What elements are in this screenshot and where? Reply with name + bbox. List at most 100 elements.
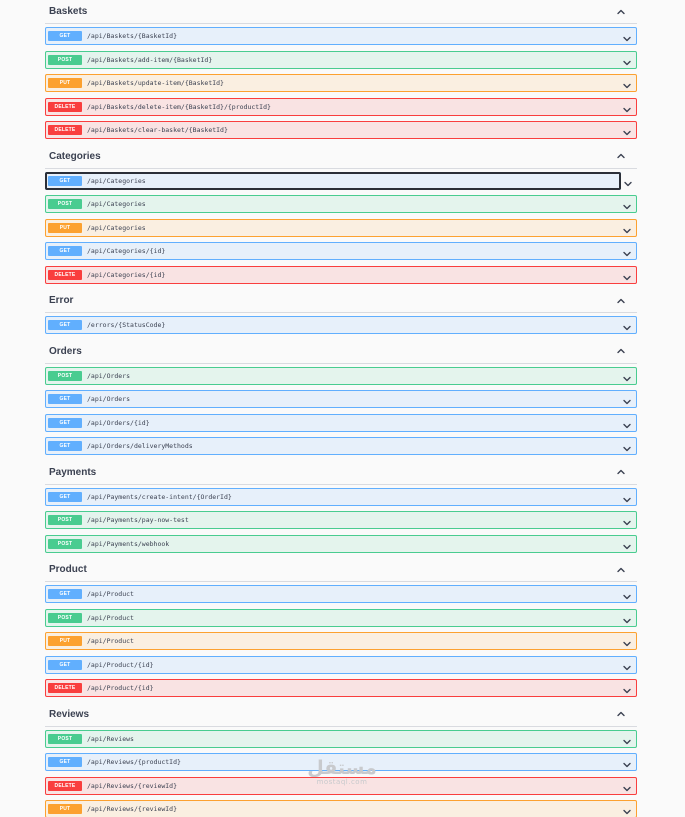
chevron-up-icon[interactable] bbox=[614, 707, 628, 721]
method-badge: DELETE bbox=[48, 269, 82, 280]
operation-row[interactable]: POST/api/Reviews bbox=[45, 729, 637, 748]
section-title: Error bbox=[49, 295, 74, 306]
method-badge: DELETE bbox=[48, 101, 82, 112]
section-product: Product GET/api/Product POST/api/Product PU… bbox=[45, 558, 637, 697]
chevron-down-icon[interactable] bbox=[622, 613, 632, 623]
operation-row[interactable]: GET/api/Baskets/{BasketId} bbox=[45, 27, 637, 45]
chevron-down-icon[interactable] bbox=[622, 199, 632, 210]
operation-path: /api/Product bbox=[87, 637, 134, 645]
method-badge: DELETE bbox=[48, 780, 82, 791]
operation-path: /api/Reviews bbox=[87, 734, 134, 743]
operation-row[interactable]: DELETE/api/Baskets/delete-item/{BasketId… bbox=[45, 97, 637, 116]
method-badge: PUT bbox=[48, 222, 82, 233]
chevron-down-icon[interactable] bbox=[622, 320, 632, 331]
chevron-down-icon[interactable] bbox=[622, 636, 632, 647]
operation-path: /api/Product/{id} bbox=[87, 660, 154, 669]
operation-path: /api/Payments/create-intent/{OrderId} bbox=[87, 492, 232, 501]
chevron-down-icon[interactable] bbox=[622, 55, 632, 65]
operation-row[interactable]: PUT/api/Reviews/{reviewId} bbox=[45, 800, 637, 817]
chevron-down-icon[interactable] bbox=[622, 734, 632, 744]
operation-path: /api/Reviews/{reviewId} bbox=[87, 781, 178, 790]
operation-row[interactable]: POST/api/Baskets/add-item/{BasketId} bbox=[45, 50, 637, 69]
operation-row[interactable]: PUT/api/Baskets/update-item/{BasketId} bbox=[45, 74, 637, 92]
operation-path: /api/Product/{id} bbox=[87, 684, 154, 692]
chevron-down-icon[interactable] bbox=[622, 804, 632, 815]
operation-row[interactable]: POST/api/Payments/webhook bbox=[45, 534, 637, 553]
method-badge: PUT bbox=[48, 804, 82, 814]
chevron-up-icon[interactable] bbox=[614, 465, 628, 479]
operation-row[interactable]: GET/api/Categories bbox=[45, 171, 632, 190]
section-baskets: Baskets GET/api/Baskets/{BasketId} POST/ap… bbox=[45, 0, 637, 139]
chevron-down-icon[interactable] bbox=[622, 125, 632, 136]
chevron-down-icon[interactable] bbox=[622, 589, 632, 600]
section-title: Product bbox=[49, 564, 87, 575]
chevron-up-icon[interactable] bbox=[614, 5, 628, 19]
operation-path: /api/Baskets/add-item/{BasketId} bbox=[87, 55, 213, 64]
operation-row[interactable]: POST/api/Payments/pay-now-test bbox=[45, 511, 637, 529]
chevron-down-icon[interactable] bbox=[622, 270, 632, 280]
operation-row[interactable]: DELETE/api/Reviews/{reviewId} bbox=[45, 776, 637, 795]
operation-row[interactable]: GET/api/Product bbox=[45, 585, 637, 603]
section-header[interactable]: Reviews bbox=[45, 703, 637, 727]
section-title: Payments bbox=[49, 466, 97, 478]
operation-row[interactable]: POST/api/Categories bbox=[45, 195, 637, 213]
method-badge: POST bbox=[48, 733, 82, 744]
operation-row[interactable]: GET/api/Product/{id} bbox=[45, 655, 637, 674]
chevron-down-icon[interactable] bbox=[622, 683, 632, 694]
section-title: Baskets bbox=[49, 6, 88, 17]
chevron-down-icon[interactable] bbox=[622, 223, 632, 233]
chevron-down-icon[interactable] bbox=[622, 102, 632, 112]
chevron-down-icon[interactable] bbox=[622, 660, 632, 670]
chevron-up-icon[interactable] bbox=[614, 149, 628, 163]
section-header[interactable]: Orders bbox=[45, 340, 637, 364]
chevron-up-icon[interactable] bbox=[614, 294, 628, 308]
section-orders: Orders POST/api/Orders GET/api/Orders GET/a… bbox=[45, 340, 637, 455]
operation-row[interactable]: GET/api/Orders/{id} bbox=[45, 413, 637, 432]
operation-row[interactable]: DELETE/api/Product/{id} bbox=[45, 679, 637, 697]
chevron-down-icon[interactable] bbox=[622, 441, 632, 452]
chevron-down-icon[interactable] bbox=[623, 176, 633, 186]
chevron-down-icon[interactable] bbox=[622, 78, 632, 89]
operation-row[interactable]: GET/api/Reviews/{productId} bbox=[45, 753, 637, 771]
method-badge: GET bbox=[48, 589, 82, 599]
operation-row[interactable]: PUT/api/Product bbox=[45, 632, 637, 650]
section-header[interactable]: Categories bbox=[45, 145, 637, 169]
method-badge: POST bbox=[48, 54, 82, 65]
operation-row[interactable]: PUT/api/Categories bbox=[45, 218, 637, 237]
chevron-down-icon[interactable] bbox=[622, 394, 632, 405]
operation-row[interactable]: GET/api/Orders bbox=[45, 390, 637, 408]
section-header[interactable]: Baskets bbox=[45, 0, 637, 24]
method-badge: POST bbox=[48, 199, 82, 209]
operation-row[interactable]: DELETE/api/Categories/{id} bbox=[45, 265, 637, 284]
chevron-down-icon[interactable] bbox=[622, 418, 632, 428]
chevron-up-icon[interactable] bbox=[614, 563, 628, 577]
operation-row[interactable]: POST/api/Product bbox=[45, 608, 637, 627]
operation-path: /api/Baskets/delete-item/{BasketId}/{pro… bbox=[87, 102, 271, 111]
section-title: Reviews bbox=[49, 708, 90, 720]
operation-row[interactable]: GET/errors/{StatusCode} bbox=[45, 316, 637, 334]
operation-row[interactable]: GET/api/Orders/deliveryMethods bbox=[45, 437, 637, 455]
section-header[interactable]: Error bbox=[45, 289, 637, 313]
chevron-down-icon[interactable] bbox=[622, 31, 632, 42]
operation-path: /api/Orders bbox=[87, 371, 131, 380]
method-badge: GET bbox=[48, 394, 82, 404]
method-badge: GET bbox=[48, 417, 82, 428]
chevron-down-icon[interactable] bbox=[622, 515, 632, 526]
section-error: Error GET/errors/{StatusCode} bbox=[45, 289, 637, 334]
section-title: Categories bbox=[49, 150, 101, 162]
operation-row[interactable]: GET/api/Payments/create-intent/{OrderId} bbox=[45, 487, 637, 506]
chevron-down-icon[interactable] bbox=[622, 539, 632, 549]
chevron-down-icon[interactable] bbox=[622, 492, 632, 502]
chevron-down-icon[interactable] bbox=[622, 371, 632, 381]
chevron-down-icon[interactable] bbox=[622, 246, 632, 257]
section-header[interactable]: Payments bbox=[45, 461, 637, 485]
chevron-down-icon[interactable] bbox=[622, 781, 632, 791]
method-badge: DELETE bbox=[48, 125, 82, 135]
operation-path: /api/Payments/webhook bbox=[87, 539, 170, 548]
operation-row[interactable]: POST/api/Orders bbox=[45, 366, 637, 385]
section-header[interactable]: Product bbox=[45, 558, 637, 582]
operation-row[interactable]: DELETE/api/Baskets/clear-basket/{BasketI… bbox=[45, 121, 637, 139]
chevron-down-icon[interactable] bbox=[622, 757, 632, 768]
chevron-up-icon[interactable] bbox=[614, 344, 628, 358]
operation-row[interactable]: GET/api/Categories/{id} bbox=[45, 242, 637, 260]
